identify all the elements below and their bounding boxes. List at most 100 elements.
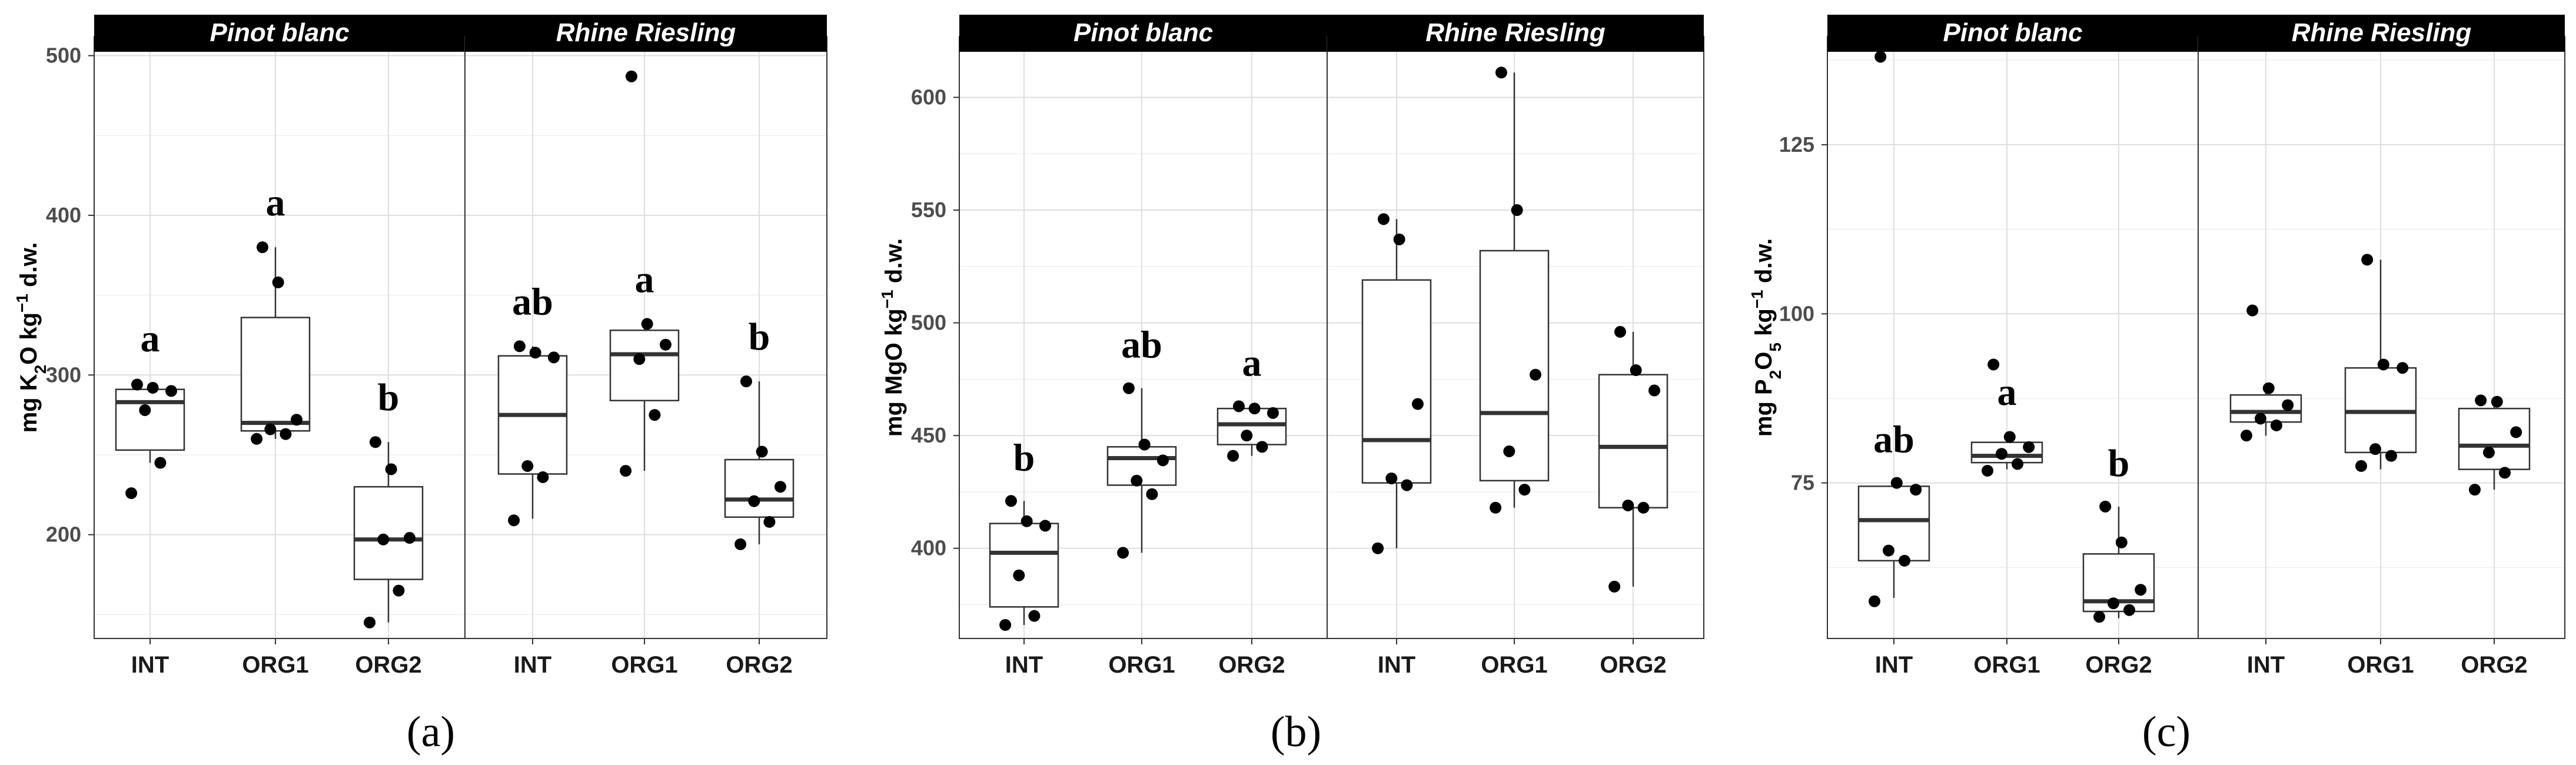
data-point — [290, 414, 303, 426]
data-point — [1899, 554, 1910, 567]
facet-strip-title: Rhine Riesling — [1425, 18, 1606, 47]
data-point — [1013, 569, 1025, 581]
data-point — [1890, 477, 1903, 489]
data-point — [740, 375, 752, 388]
x-tick-label: ORG2 — [2461, 652, 2527, 678]
data-point — [521, 460, 534, 472]
y-title-part: −1 — [13, 294, 31, 312]
x-tick-label: ORG2 — [1600, 652, 1666, 678]
data-point — [1987, 358, 2000, 371]
facet-strip-title: Pinot blanc — [1073, 18, 1213, 47]
facet-strip-title: Pinot blanc — [1943, 18, 2082, 47]
panel-label: (b) — [1271, 708, 1321, 756]
data-point — [1622, 499, 1634, 511]
data-point — [251, 433, 263, 445]
data-point — [1232, 400, 1245, 413]
panel-label: (c) — [2142, 708, 2191, 756]
data-point — [1256, 441, 1268, 453]
data-point — [2377, 358, 2389, 371]
x-tick-label: ORG2 — [355, 652, 421, 678]
significance-letter: b — [2108, 442, 2130, 485]
y-tick-label: 400 — [46, 203, 81, 227]
data-point — [774, 481, 786, 493]
data-point — [280, 428, 292, 440]
data-point — [625, 70, 637, 82]
x-tick-label: INT — [1378, 652, 1415, 678]
data-point — [403, 532, 416, 544]
data-point — [2003, 431, 2016, 443]
x-tick-label: INT — [1875, 652, 1913, 678]
data-point — [364, 616, 376, 628]
data-point — [165, 385, 177, 397]
data-point — [1146, 488, 1158, 500]
panel-label: (a) — [407, 708, 455, 756]
data-point — [620, 465, 632, 477]
data-point — [1411, 398, 1424, 410]
data-point — [756, 445, 768, 458]
x-tick-label: INT — [2247, 652, 2285, 678]
data-point — [2282, 399, 2294, 411]
data-point — [1495, 66, 1507, 79]
y-tick-label: 100 — [1779, 301, 1814, 325]
data-point — [1372, 542, 1384, 554]
data-point — [1401, 479, 1413, 491]
data-point — [2385, 450, 2397, 462]
box — [1598, 374, 1668, 509]
data-point — [2262, 382, 2275, 394]
panel-background — [2198, 36, 2565, 638]
data-point — [2510, 426, 2522, 438]
y-title-part: O kg — [16, 312, 42, 365]
significance-letter: b — [378, 376, 400, 419]
significance-letter: b — [1013, 436, 1035, 479]
data-point — [508, 514, 520, 527]
data-point — [513, 340, 526, 352]
data-point — [131, 378, 143, 391]
y-title-part: mg MgO kg — [881, 308, 907, 437]
box — [2458, 407, 2531, 470]
facet-strip-title: Pinot blanc — [210, 18, 349, 47]
y-title-part: d.w. — [16, 242, 42, 294]
data-point — [659, 338, 672, 351]
data-point — [154, 457, 167, 469]
data-point — [763, 515, 776, 528]
data-point — [2469, 484, 2481, 496]
facet-strip — [2198, 15, 2565, 52]
y-title-part: kg — [1751, 308, 1777, 342]
data-point — [369, 436, 381, 448]
data-point — [393, 584, 405, 597]
data-point — [139, 404, 151, 416]
data-point — [256, 241, 268, 254]
x-tick-label: ORG1 — [611, 652, 677, 678]
data-point — [147, 381, 159, 394]
x-tick-label: ORG1 — [242, 652, 308, 678]
data-point — [1869, 595, 1880, 607]
data-point — [125, 487, 138, 500]
significance-letter: ab — [1121, 324, 1162, 367]
data-point — [1005, 495, 1017, 507]
y-tick-label: 450 — [911, 423, 946, 447]
data-point — [1039, 520, 1051, 532]
data-point — [2361, 254, 2374, 266]
data-point — [1385, 472, 1398, 484]
data-point — [272, 276, 284, 288]
facet-strip — [959, 15, 1327, 52]
data-point — [264, 423, 277, 435]
data-point — [2246, 304, 2259, 317]
box — [1361, 279, 1432, 484]
significance-letter: ab — [1873, 418, 1914, 461]
data-point — [1982, 464, 1993, 477]
data-point — [2115, 536, 2128, 548]
y-title-part: O — [1751, 352, 1777, 370]
x-tick-label: INT — [1005, 652, 1043, 678]
data-point — [2499, 467, 2511, 479]
data-point — [1614, 325, 1626, 338]
data-point — [2135, 584, 2147, 596]
data-point — [1503, 445, 1515, 457]
data-point — [1021, 515, 1033, 527]
data-point — [1874, 51, 1887, 63]
data-point — [2099, 500, 2112, 513]
facet-strip — [465, 15, 827, 52]
y-tick-label: 500 — [46, 44, 81, 68]
data-point — [1028, 610, 1041, 622]
data-point — [1241, 430, 1253, 442]
